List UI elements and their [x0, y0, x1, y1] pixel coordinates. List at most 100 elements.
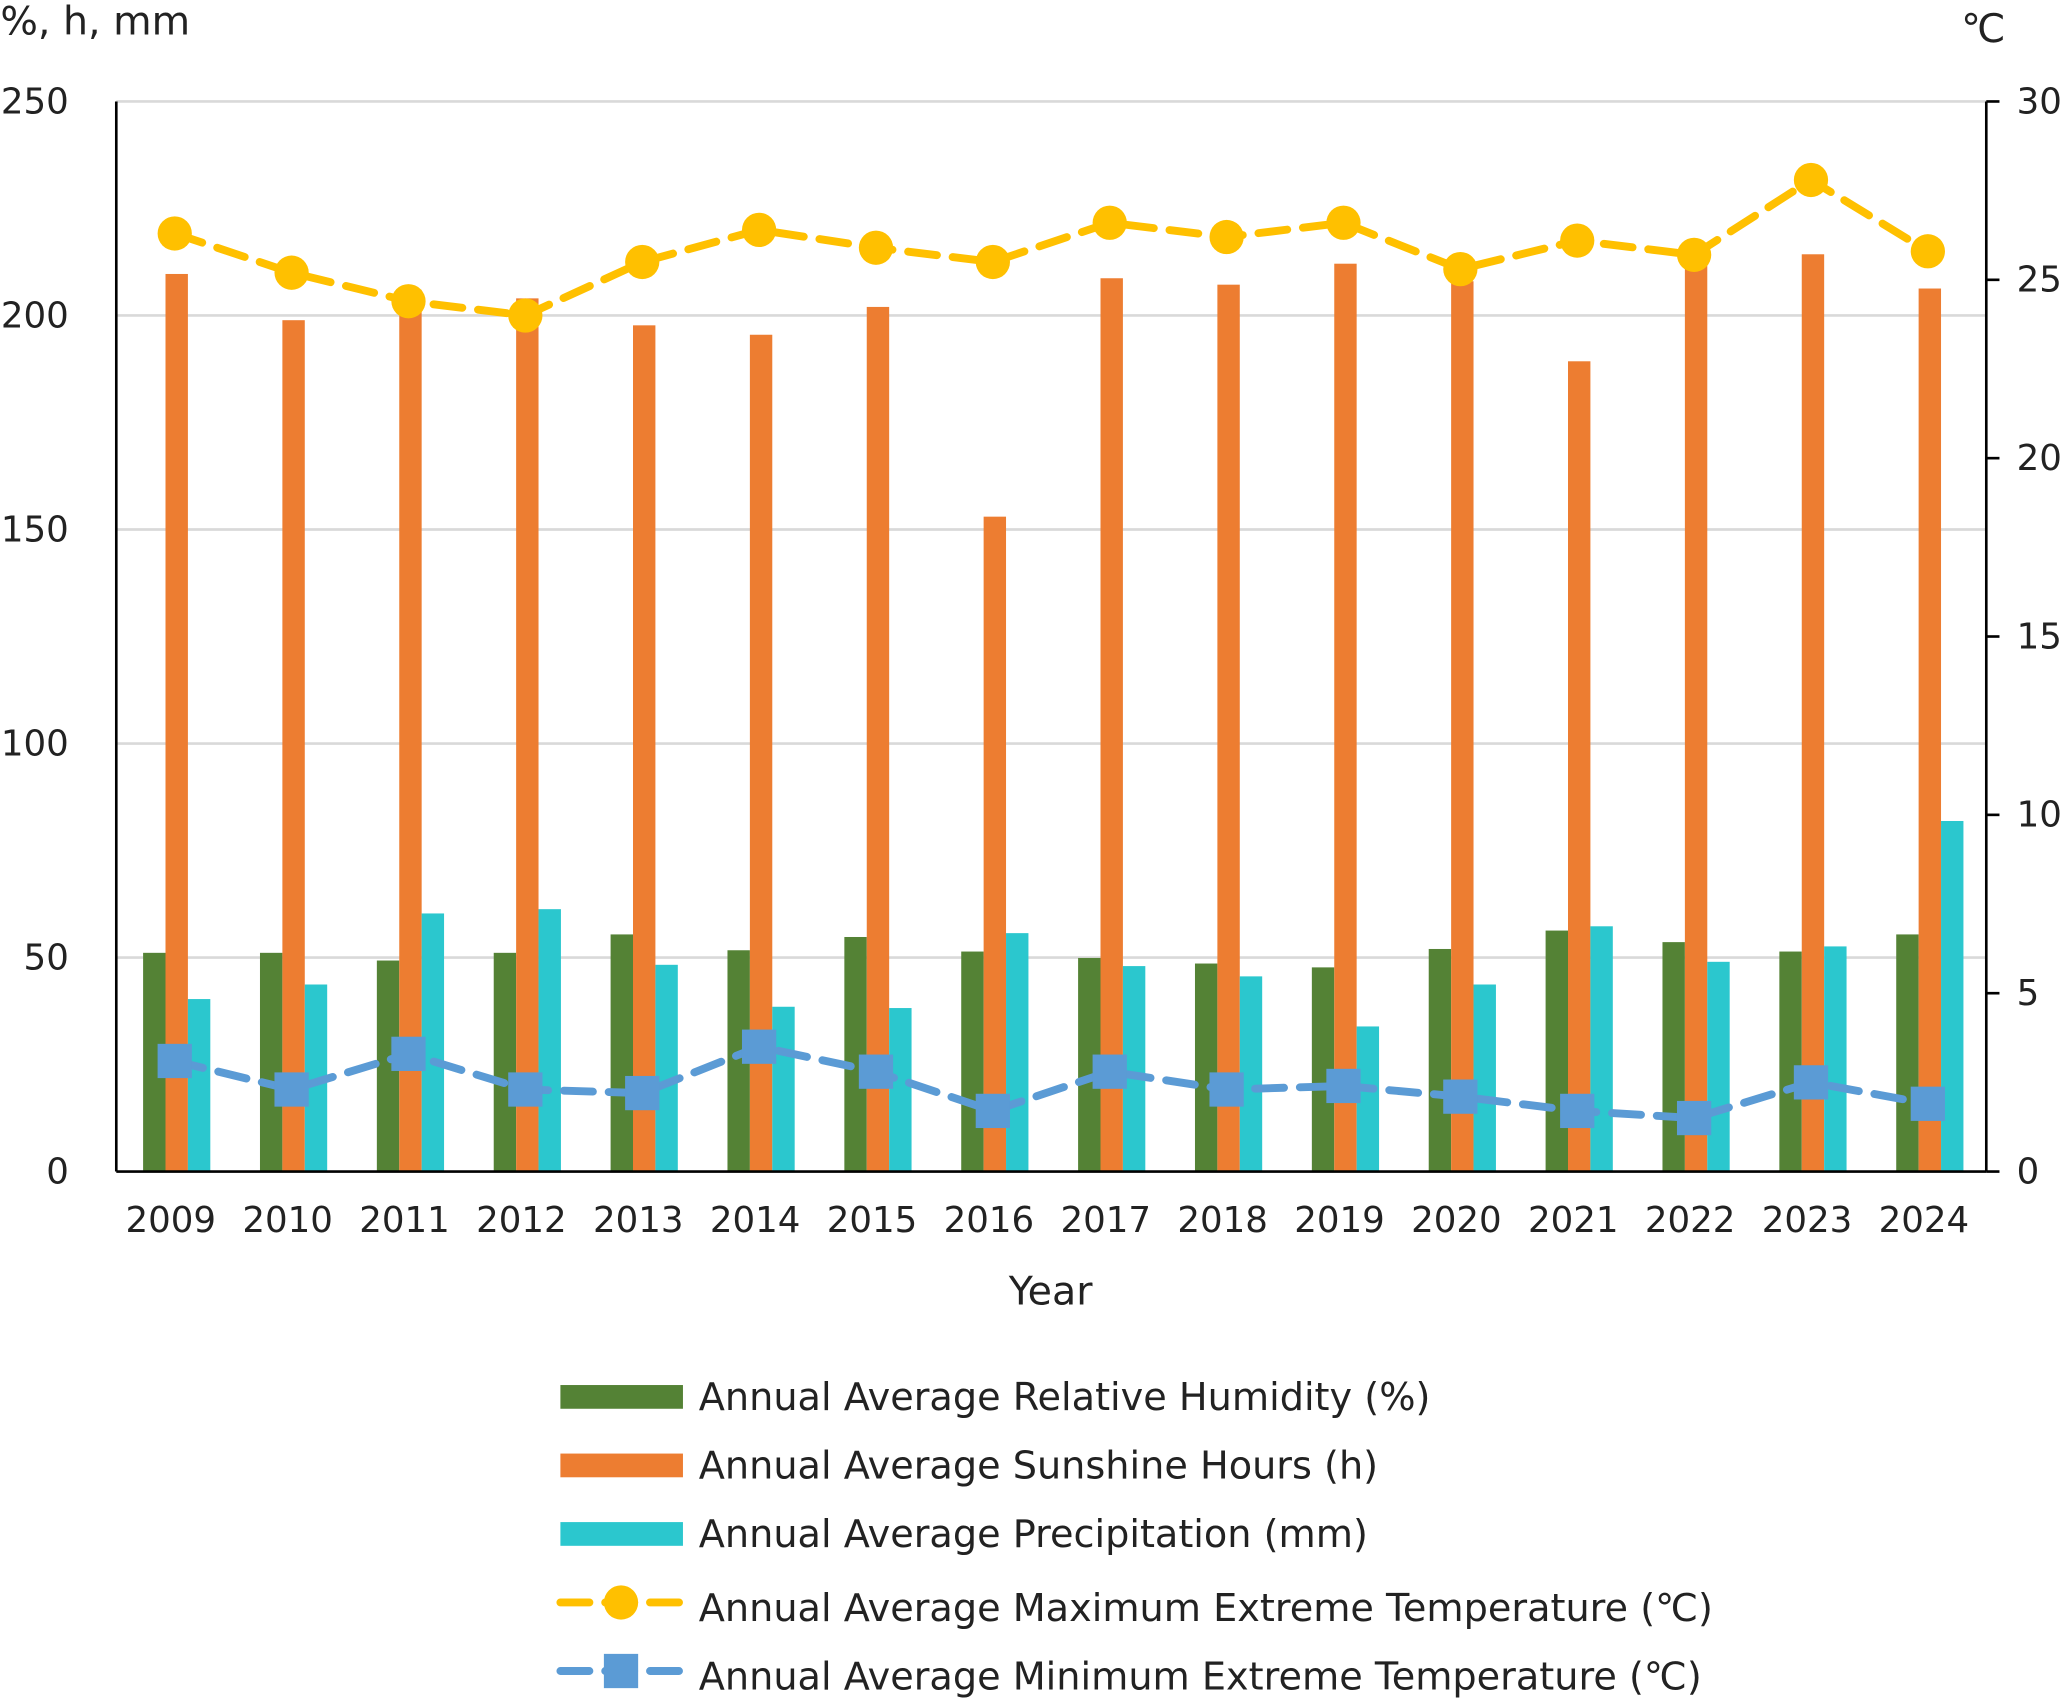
y-left-tick-label: 0 [46, 1151, 69, 1192]
point-min-temp-2023 [1793, 1065, 1829, 1100]
point-min-temp-2013 [625, 1075, 660, 1111]
legend-label: Annual Average Precipitation (mm) [699, 1513, 1368, 1557]
x-tick-label: 2024 [1879, 1200, 1970, 1241]
y-left-tick-label: 150 [1, 509, 69, 550]
bar-0-2019 [1311, 967, 1335, 1172]
y-left-tick-label: 50 [24, 937, 69, 978]
bar-2-2022 [1707, 961, 1730, 1172]
bar-0-2010 [259, 952, 283, 1172]
legend-swatch [560, 1385, 683, 1409]
legend-label: Annual Average Relative Humidity (%) [699, 1376, 1431, 1420]
bar-1-2015 [866, 306, 890, 1172]
bar-2-2021 [1590, 926, 1613, 1172]
bar-0-2016 [961, 951, 984, 1172]
point-min-temp-2014 [741, 1029, 777, 1064]
line-series-3 [170, 175, 1932, 320]
bar-2-2013 [655, 964, 678, 1172]
x-tick-label: 2021 [1528, 1200, 1619, 1241]
x-tick-label: 2010 [242, 1200, 333, 1241]
bar-1-2012 [516, 298, 539, 1172]
bar-1-2017 [1100, 278, 1123, 1172]
point-min-temp-2009 [157, 1043, 192, 1079]
x-tick-label: 2019 [1294, 1200, 1385, 1241]
bar-2-2017 [1122, 966, 1146, 1172]
bar-2-2018 [1239, 976, 1263, 1172]
point-min-temp-2024 [1910, 1086, 1945, 1121]
bar-2-2019 [1356, 1026, 1380, 1172]
point-min-temp-2019 [1326, 1068, 1361, 1104]
point-min-temp-2022 [1676, 1100, 1712, 1136]
x-tick-label: 2014 [710, 1200, 801, 1241]
point-max-temp-2024 [1910, 234, 1945, 269]
x-tick-label: 2012 [476, 1200, 567, 1241]
y-right-tick-label: 20 [2017, 438, 2062, 479]
point-max-temp-2012 [508, 298, 543, 333]
point-min-temp-2021 [1560, 1093, 1595, 1129]
bar-1-2024 [1918, 288, 1942, 1172]
x-tick-label: 2009 [126, 1200, 217, 1241]
bar-0-2011 [376, 960, 400, 1172]
bar-2-2023 [1824, 946, 1847, 1172]
bar-0-2022 [1662, 942, 1685, 1172]
point-max-temp-2019 [1326, 205, 1361, 240]
bar-0-2021 [1545, 930, 1569, 1172]
bar-2-2015 [889, 1008, 912, 1172]
point-max-temp-2018 [1209, 219, 1244, 255]
point-min-temp-2018 [1209, 1072, 1244, 1107]
y-right-tick-label: 25 [2017, 260, 2062, 301]
legend-label: Annual Average Maximum Extreme Temperatu… [699, 1587, 1713, 1631]
point-max-temp-2011 [391, 284, 426, 319]
point-max-temp-2014 [741, 212, 777, 248]
point-max-temp-2022 [1676, 237, 1712, 272]
bar-1-2021 [1568, 361, 1591, 1172]
point-min-temp-2016 [975, 1093, 1010, 1129]
bar-0-2018 [1194, 963, 1218, 1172]
legend-swatch [560, 1522, 683, 1546]
x-tick-label: 2018 [1177, 1200, 1268, 1241]
bar-0-2024 [1896, 934, 1919, 1172]
legend-swatch [560, 1453, 683, 1478]
bar-1-2013 [633, 325, 656, 1172]
bar-2-2011 [421, 913, 445, 1172]
bar-2-2009 [187, 999, 211, 1172]
legend-marker-square-icon [603, 1653, 639, 1689]
y-left-tick-label: 100 [1, 723, 69, 764]
x-tick-label: 2016 [944, 1200, 1035, 1241]
legend-label: Annual Average Minimum Extreme Temperatu… [699, 1655, 1702, 1699]
y-right-tick-label: 5 [2017, 973, 2040, 1014]
y-right-tick-label: 15 [2017, 616, 2062, 657]
bar-2-2024 [1941, 820, 1964, 1172]
bar-0-2015 [844, 936, 867, 1172]
point-max-temp-2023 [1793, 162, 1829, 198]
line-series-4 [170, 1042, 1932, 1123]
x-tick-label: 2017 [1061, 1200, 1152, 1241]
point-min-temp-2017 [1092, 1054, 1127, 1089]
x-axis-title: Year [1008, 1269, 1093, 1315]
bar-0-2013 [610, 934, 634, 1172]
bar-1-2023 [1801, 254, 1825, 1172]
bar-0-2012 [493, 952, 517, 1172]
left-axis-title: %, h, mm [0, 0, 190, 44]
point-max-temp-2010 [274, 255, 309, 290]
point-min-temp-2020 [1443, 1079, 1478, 1114]
y-right-tick-label: 10 [2017, 795, 2062, 836]
point-min-temp-2010 [274, 1072, 309, 1107]
bar-0-2017 [1078, 957, 1101, 1172]
bar-1-2011 [399, 289, 422, 1172]
legend-label: Annual Average Sunshine Hours (h) [699, 1445, 1378, 1489]
point-min-temp-2012 [508, 1072, 543, 1107]
bar-1-2019 [1334, 263, 1357, 1172]
x-tick-label: 2011 [359, 1200, 450, 1241]
x-tick-label: 2015 [827, 1200, 918, 1241]
x-tick-label: 2013 [593, 1200, 684, 1241]
bar-0-2020 [1428, 948, 1452, 1172]
bar-0-2014 [727, 950, 750, 1172]
bar-1-2020 [1451, 281, 1474, 1172]
point-max-temp-2015 [858, 230, 894, 265]
right-axis-title: ℃ [1961, 6, 2005, 52]
point-max-temp-2013 [625, 244, 660, 280]
point-min-temp-2011 [391, 1036, 426, 1071]
bar-0-2009 [143, 952, 166, 1172]
bar-1-2010 [282, 320, 305, 1172]
bar-1-2018 [1217, 284, 1240, 1172]
